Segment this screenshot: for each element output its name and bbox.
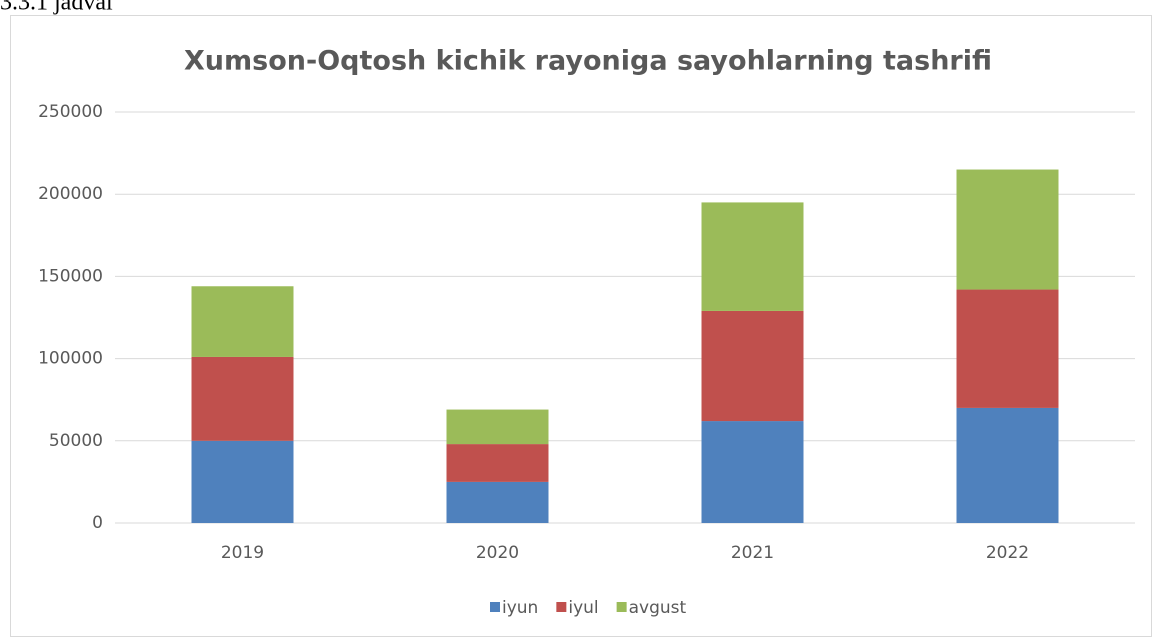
x-tick-label: 2020 [476,543,519,563]
legend-label: avgust [629,598,687,618]
y-tick-label: 200000 [38,184,103,204]
bar-segment [701,202,804,311]
y-tick-label: 0 [92,513,103,533]
legend-swatch [556,602,567,612]
bar-segment [956,289,1059,408]
x-tick-label: 2022 [986,543,1029,563]
bar-segment [956,169,1059,290]
chart-title: Xumson-Oqtosh kichik rayoniga sayohlarni… [184,46,992,77]
legend-label: iyun [502,598,538,618]
caption: 3.3.1 jadval [0,0,113,16]
bar-segment [446,481,549,523]
bar-segment [701,310,804,422]
bar-segment [446,409,549,445]
legend-swatch [490,602,500,612]
bar-segment [701,421,804,523]
legend-label: iyul [568,598,598,618]
x-tick-label: 2019 [221,543,264,563]
y-tick-label: 100000 [38,349,103,369]
bar-segment [956,407,1059,523]
bar-segment [446,444,549,482]
y-tick-label: 50000 [49,431,103,451]
bar-segment [191,356,294,441]
y-tick-label: 250000 [38,102,103,122]
y-tick-label: 150000 [38,266,103,286]
bar-segment [191,440,294,523]
legend-swatch [616,602,627,612]
bar-segment [191,286,294,357]
x-tick-label: 2021 [731,543,774,563]
